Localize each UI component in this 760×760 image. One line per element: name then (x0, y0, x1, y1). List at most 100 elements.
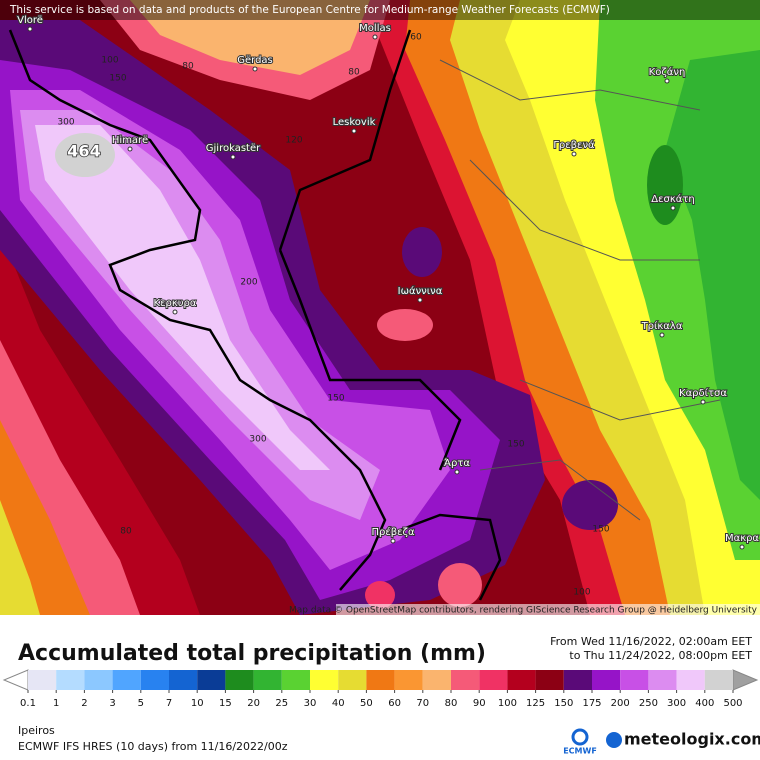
zone (130, 0, 370, 75)
legend-tick-label: 25 (275, 698, 288, 709)
legend-swatch (281, 670, 310, 690)
legend-tick-label: 15 (219, 698, 232, 709)
place-label: Καρδίτσα (679, 387, 727, 399)
period-from: From Wed 11/16/2022, 02:00am EET (550, 635, 752, 648)
coastline (8, 29, 502, 601)
place-label: Μακρα (725, 533, 759, 544)
attribution-bg (336, 604, 760, 616)
legend-tick-label: 250 (639, 698, 658, 709)
border (278, 29, 462, 471)
place-dot (172, 309, 178, 315)
legend-tick-label: 30 (304, 698, 317, 709)
legend-swatch (563, 670, 592, 690)
legend-tick-label: 175 (582, 698, 601, 709)
legend-tick-label: 20 (247, 698, 260, 709)
legend-tick-label: 60 (388, 698, 401, 709)
contour-label: 150 (507, 440, 524, 450)
legend-swatch (310, 670, 339, 690)
place-dot (700, 399, 706, 405)
legend-tick-label: 300 (667, 698, 686, 709)
legend-tick-label: 0.1 (20, 698, 36, 709)
place-label: Leskovik (333, 117, 376, 128)
contour-label: 300 (57, 118, 74, 128)
contour-label: 120 (285, 136, 302, 146)
place-dot (670, 205, 676, 211)
zone (35, 125, 330, 470)
legend-tick-label: 2 (81, 698, 87, 709)
contour-label: 150 (109, 74, 126, 84)
place-label: Gërdas (237, 55, 273, 66)
place-dot (390, 538, 396, 544)
place-label: Κοζάνη (649, 66, 686, 78)
legend-swatch (253, 670, 282, 690)
place-label: Άρτα (444, 457, 470, 469)
logo-icon (571, 728, 589, 746)
legend-tick-label: 40 (332, 698, 345, 709)
region-border (439, 59, 721, 521)
place-label: Δεσκάτη (651, 193, 694, 205)
logo: ECMWF (563, 747, 597, 756)
legend-under (2, 669, 29, 691)
place-dot (454, 469, 460, 475)
place-label: Πρέβεζα (371, 526, 414, 538)
legend: 0.1 1 2 3 5 7 10 15 20 25 30 40 50 60 70 80 90 100 125 150 1… (2, 669, 759, 709)
contour-label: 100 (101, 56, 118, 66)
zone (55, 133, 115, 177)
legend-tick-label: 5 (138, 698, 144, 709)
legend-swatch (648, 670, 677, 690)
legend-tick-label: 3 (109, 698, 115, 709)
legend-swatch (169, 670, 198, 690)
place-label: Ιωάννινα (398, 285, 443, 297)
legend-swatch (112, 670, 141, 690)
contour-label: 100 (573, 588, 590, 598)
max-label: 464 (67, 142, 100, 161)
map: This service is based on data and produc… (0, 0, 760, 616)
zone (562, 480, 618, 530)
zone (365, 581, 395, 609)
period-to: to Thu 11/24/2022, 08:00pm EET (569, 649, 752, 662)
place-dot (230, 154, 236, 160)
legend-tick-label: 200 (611, 698, 630, 709)
legend-swatch (366, 670, 395, 690)
legend-tick-label: 80 (445, 698, 458, 709)
title: Accumulated total precipitation (mm) (18, 641, 486, 666)
legend-tick-label: 70 (416, 698, 429, 709)
contour-label: 150 (327, 394, 344, 404)
legend-tick-label: 125 (526, 698, 545, 709)
legend-swatch (225, 670, 254, 690)
legend-swatch (592, 670, 621, 690)
brand-icon (606, 732, 622, 748)
place-label: Κερκυρα (154, 298, 197, 309)
place-dot (351, 128, 357, 134)
legend-swatch (479, 670, 508, 690)
zone (402, 227, 442, 277)
zone (665, 50, 760, 500)
legend-tick-label: 1 (53, 698, 59, 709)
place-dot (372, 34, 378, 40)
legend-tick-label: 400 (695, 698, 714, 709)
legend-swatch (197, 670, 226, 690)
contour-label: 80 (182, 62, 194, 72)
legend-swatch (140, 670, 169, 690)
place-dot (27, 26, 33, 32)
place-label: Γρεβενά (553, 139, 595, 151)
legend-tick-label: 90 (473, 698, 486, 709)
legend-swatch (535, 670, 564, 690)
legend-tick-label: 100 (498, 698, 517, 709)
zone (438, 563, 482, 607)
legend-swatch (394, 670, 423, 690)
place-label: Gjirokastër (206, 143, 261, 154)
legend-tick-label: 7 (166, 698, 172, 709)
place-label: Vlorë (17, 15, 43, 26)
contour-label: 300 (249, 435, 266, 445)
legend-swatch (28, 670, 57, 690)
contour-label: 80 (348, 68, 360, 78)
contour-label: 150 (592, 525, 609, 535)
contour-label: 80 (120, 527, 132, 537)
place-dot (739, 544, 745, 550)
legend-tick-label: 10 (191, 698, 204, 709)
place-label: Mollas (359, 23, 391, 34)
legend-swatch (84, 670, 113, 690)
legend-swatch (56, 670, 85, 690)
place-dot (127, 146, 133, 152)
